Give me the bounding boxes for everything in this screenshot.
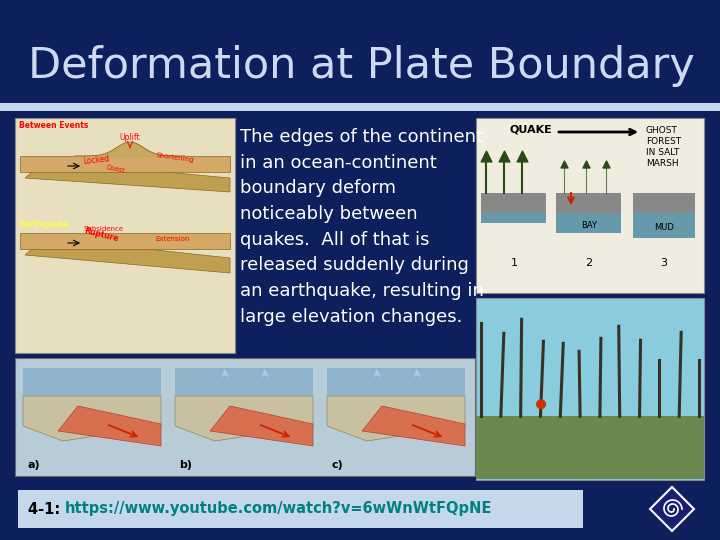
Polygon shape	[25, 161, 230, 192]
Polygon shape	[23, 396, 161, 441]
Text: b): b)	[179, 460, 192, 470]
Text: https://www.youtube.com/watch?v=6wWnWtFQpNE: https://www.youtube.com/watch?v=6wWnWtFQ…	[65, 502, 492, 516]
Polygon shape	[362, 406, 465, 446]
Bar	[327, 368, 465, 396]
Text: a): a)	[27, 460, 40, 470]
Text: Rupture: Rupture	[83, 226, 119, 243]
Text: Deformation at Plate Boundary: Deformation at Plate Boundary	[28, 45, 695, 87]
Text: The edges of the continent
in an ocean-continent
boundary deform
noticeably betw: The edges of the continent in an ocean-c…	[240, 128, 484, 326]
Polygon shape	[650, 487, 694, 531]
Point	[480, 152, 492, 160]
Text: 2: 2	[585, 258, 593, 268]
Polygon shape	[210, 406, 313, 446]
Bar	[23, 368, 161, 396]
Bar	[0, 103, 720, 111]
Text: c): c)	[331, 460, 343, 470]
Bar	[476, 298, 704, 480]
Polygon shape	[327, 396, 465, 441]
Text: Extension: Extension	[155, 236, 189, 242]
Text: Coast: Coast	[105, 164, 125, 174]
Point	[516, 152, 528, 160]
Text: Earthquake: Earthquake	[19, 220, 68, 229]
Point	[558, 160, 570, 168]
Polygon shape	[20, 156, 230, 172]
Text: 1: 1	[510, 258, 518, 268]
Bar	[476, 416, 704, 479]
Text: QUAKE: QUAKE	[510, 124, 552, 134]
Bar	[18, 490, 583, 528]
Circle shape	[536, 399, 546, 409]
Text: GHOST
FOREST
IN SALT
MARSH: GHOST FOREST IN SALT MARSH	[646, 126, 681, 168]
Bar	[481, 213, 546, 223]
Text: BAY: BAY	[581, 220, 597, 230]
Bar	[175, 368, 313, 396]
Polygon shape	[20, 233, 230, 249]
Polygon shape	[25, 238, 230, 273]
Bar	[481, 193, 546, 213]
Text: Shortening: Shortening	[155, 152, 194, 163]
Point	[498, 152, 510, 160]
Text: Between Events: Between Events	[19, 121, 89, 130]
Bar	[0, 0, 720, 103]
Text: 4-1:: 4-1:	[28, 502, 66, 516]
Bar	[476, 118, 704, 293]
Bar	[15, 118, 235, 353]
Bar	[15, 358, 475, 476]
Bar	[633, 213, 695, 238]
Polygon shape	[175, 396, 313, 441]
Polygon shape	[58, 406, 161, 446]
Text: Uplift: Uplift	[120, 133, 140, 142]
Bar	[556, 193, 621, 213]
Point	[600, 160, 612, 168]
Point	[580, 160, 592, 168]
Text: MUD: MUD	[654, 224, 674, 233]
Text: Locked: Locked	[83, 154, 110, 166]
Text: 3: 3	[660, 258, 667, 268]
Text: Subsidence: Subsidence	[83, 226, 123, 232]
Bar	[556, 213, 621, 233]
Bar	[633, 193, 695, 213]
